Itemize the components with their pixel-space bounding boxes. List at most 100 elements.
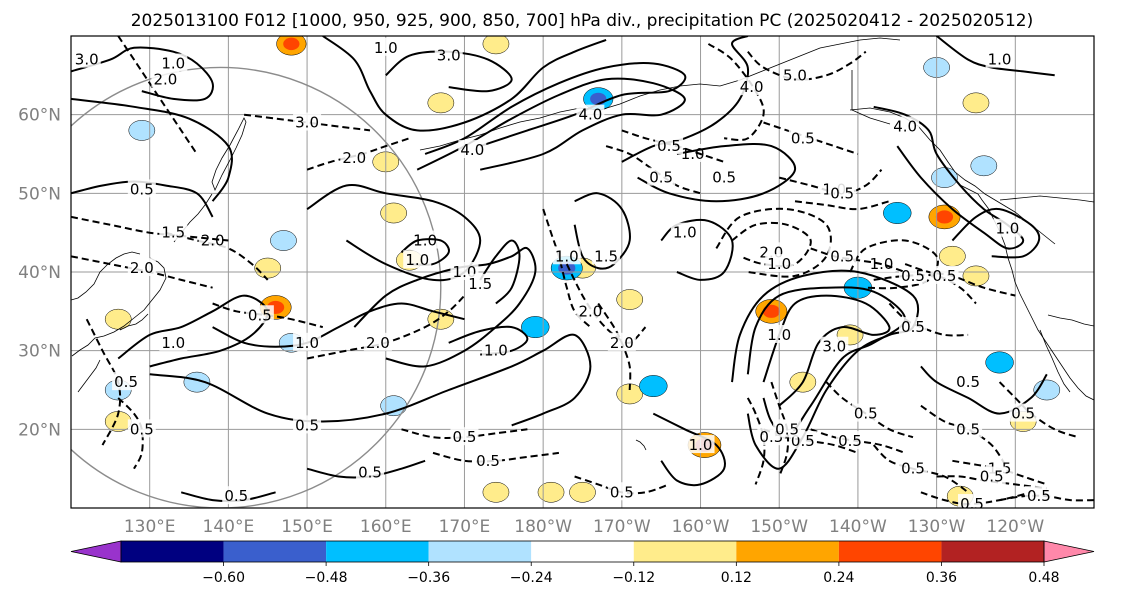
lon-tick-label: 130°E (124, 517, 176, 537)
coastline-baja (1039, 329, 1071, 393)
contour-label-background (993, 218, 1022, 237)
contour-label: 3.0 (75, 51, 99, 69)
contour-label-background (788, 128, 817, 147)
contour-label: 0.5 (476, 452, 500, 470)
colorbar-tick-labels: −0.60 −0.48 −0.36 −0.24 −0.12 0.12 0.24 0.36 0.4… (202, 562, 1060, 586)
colorbar-segment (121, 541, 224, 562)
contour-label-background (773, 419, 802, 438)
contour-label-background (481, 340, 510, 359)
divergence-contours: 3.0 1.0 3.01.04.04.0 1.01.50.51.01.01.50.51… (71, 36, 1094, 508)
contour-label-background (576, 104, 605, 123)
contour-label: 1.5 (594, 247, 618, 265)
contour-label: 0.5 (130, 180, 154, 198)
colorbar-tick-label: 0.48 (1028, 570, 1059, 586)
positive-divergence-contour (71, 46, 214, 102)
positive-divergence-contour (951, 207, 1041, 259)
contour-label-background (958, 494, 987, 508)
precip-blob (883, 202, 912, 224)
colorbar-segment (223, 541, 327, 562)
contour-label: 1.0 (161, 55, 185, 73)
map-frame (70, 35, 1095, 509)
lon-tick-label: 160°W (672, 517, 730, 537)
negative-divergence-contour (778, 169, 883, 195)
contour-label-background (780, 65, 809, 84)
colorbar-segments (70, 540, 1095, 563)
precip-blob (970, 155, 998, 177)
positive-divergence-contour (424, 62, 687, 155)
contour-label: 0.5 (980, 468, 1004, 486)
positive-divergence-contour (479, 239, 521, 305)
contour-label: 1.0 (555, 247, 579, 265)
contour-label-background (159, 53, 188, 72)
contour-label-background (293, 415, 322, 434)
contour-label: 4.0 (740, 78, 764, 96)
contour-label-background (112, 372, 141, 391)
lat-tick-label: 30°N (18, 342, 61, 362)
border-canada-alaska (851, 70, 891, 125)
precip-blob (183, 371, 211, 393)
colorbar-segment (428, 541, 532, 562)
precip-blob (616, 289, 644, 310)
precip-blob (639, 375, 668, 398)
contour-label: 2.0 (578, 302, 602, 320)
contour-label-background (127, 419, 156, 438)
contour-label: 1.5 (468, 275, 492, 293)
colorbar-segment (531, 541, 634, 562)
negative-divergence-contour (306, 294, 466, 360)
contour-label-background (891, 116, 920, 135)
contour-label: 1.0 (161, 334, 185, 352)
contour-label-background (552, 246, 581, 265)
contour-label: 0.5 (854, 405, 878, 423)
contour-label-background (899, 317, 928, 336)
contour-label-background (737, 77, 766, 96)
colorbar-tick-label: −0.60 (202, 570, 245, 586)
contour-label-background (828, 246, 857, 265)
precip-blob (254, 257, 282, 279)
latitude-tick-labels: 60°N 50°N 40°N 30°N 20°N (18, 106, 61, 441)
lon-tick-label: 130°W (908, 517, 966, 537)
coastlines (71, 37, 1094, 451)
map-layers: 3.0 1.0 3.01.04.04.0 1.01.50.51.01.01.50.51… (71, 36, 1094, 508)
colorbar-tick-label: −0.36 (407, 570, 450, 586)
lon-tick-label: 170°E (439, 517, 491, 537)
negative-divergence-contour (920, 404, 1009, 470)
precip-blob (270, 230, 297, 251)
positive-divergence-contour (353, 246, 537, 368)
contour-label: 2.0 (610, 334, 634, 352)
coastline-ryukyu (77, 359, 101, 393)
colorbar: −0.60 −0.48 −0.36 −0.24 −0.12 0.12 0.24 0.36 0.4… (70, 540, 1095, 586)
contour-label-background (647, 167, 676, 186)
contour-label-background (1009, 403, 1038, 422)
lon-tick-label: 180°W (514, 517, 572, 537)
contour-label-background (765, 254, 794, 273)
precip-blob (521, 316, 550, 339)
contour-label-background (151, 69, 180, 88)
precip-blob-core (283, 37, 300, 51)
colorbar-tick-label: 0.12 (721, 570, 752, 586)
contour-label-background (607, 332, 636, 351)
positive-divergence-contour (416, 77, 686, 171)
contour-label: 0.5 (114, 373, 138, 391)
positive-divergence-contour (306, 183, 482, 282)
negative-divergence-contour (401, 428, 528, 439)
contour-label-background (899, 265, 928, 284)
negative-divergence-contour (715, 207, 832, 278)
contour-label-background (592, 246, 621, 265)
contour-label: 2.0 (130, 259, 154, 277)
negative-divergence-contour (707, 43, 765, 142)
contour-label-background (245, 305, 274, 324)
contour-label: 1.0 (673, 224, 697, 242)
contour-label: 4.0 (460, 141, 484, 159)
precip-blob (939, 245, 966, 267)
contour-label-background (72, 49, 101, 68)
contour-label: 0.5 (956, 373, 980, 391)
contour-label: 2.0 (342, 149, 366, 167)
precip-blob (380, 395, 407, 417)
contour-label-background (450, 427, 479, 446)
precip-blob (482, 481, 510, 503)
colorbar-extend-low (70, 540, 122, 563)
coastline-hawaii (635, 439, 647, 451)
precip-blob-core (762, 304, 780, 318)
contour-label: 1.0 (996, 220, 1020, 238)
